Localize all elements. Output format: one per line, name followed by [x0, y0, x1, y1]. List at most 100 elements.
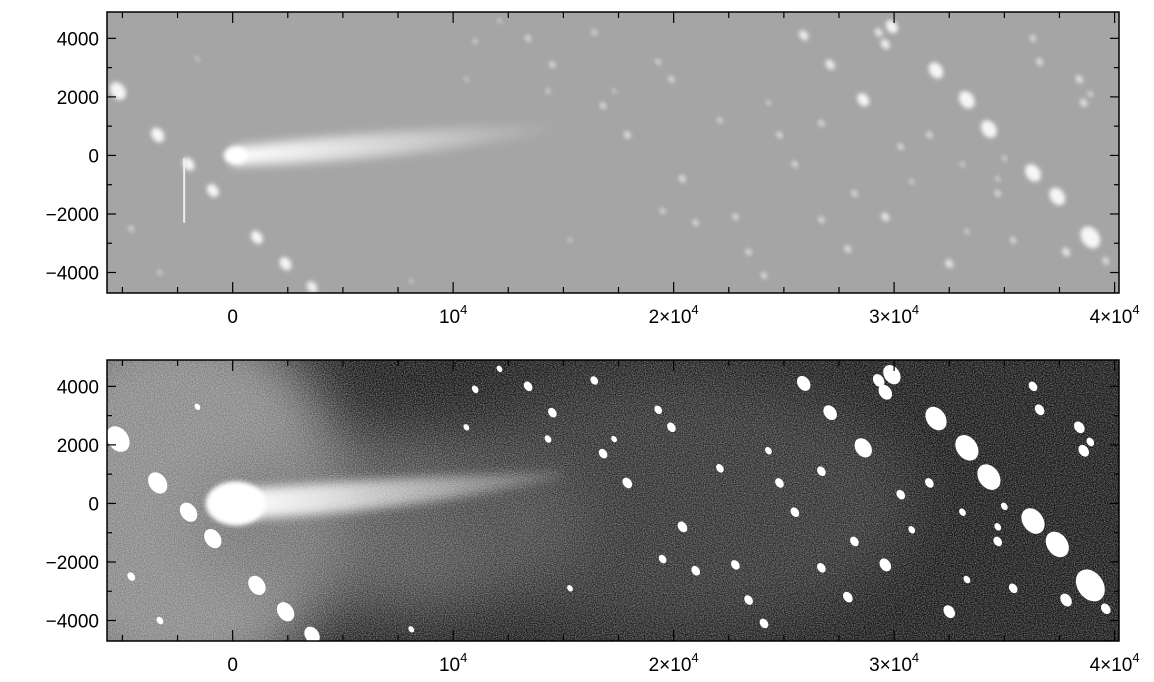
star [928, 62, 944, 79]
star [250, 230, 263, 244]
comet [223, 124, 564, 166]
star [692, 219, 699, 227]
star [1087, 91, 1093, 97]
star [306, 281, 318, 293]
star [472, 38, 478, 44]
star [717, 117, 723, 124]
x-tick-label: 0 [227, 307, 238, 328]
star [1102, 257, 1110, 265]
star [994, 190, 1001, 197]
star [844, 245, 852, 253]
y-tick-label: 4000 [57, 377, 99, 398]
y-tick-label: −4000 [46, 612, 99, 633]
plot-frame [106, 359, 1120, 642]
x-axis: 0 104 2×104 3×104 4×104 [121, 360, 1140, 676]
star [679, 175, 686, 183]
star [964, 228, 970, 235]
x-tick-label: 4×104 [1090, 650, 1140, 676]
star [464, 77, 469, 82]
star [110, 82, 126, 100]
x-tick-label: 3×104 [869, 650, 919, 676]
y-tick-label: 0 [88, 494, 99, 515]
y-tick-label: −4000 [46, 264, 99, 285]
star [766, 100, 771, 106]
star [545, 88, 551, 94]
star [591, 29, 597, 36]
star [945, 259, 954, 269]
star [825, 59, 835, 70]
x-tick-label: 2×104 [649, 650, 699, 676]
y-tick-label: −2000 [46, 205, 99, 226]
x-tick-label: 104 [439, 650, 467, 676]
star [568, 238, 572, 243]
x-tick-label: 104 [439, 302, 467, 328]
image-area [107, 12, 1119, 293]
y-tick-label: 2000 [57, 436, 99, 457]
star [612, 88, 617, 94]
star [776, 131, 783, 139]
image-area [107, 360, 1119, 641]
star [732, 213, 739, 221]
star [1010, 237, 1017, 244]
star-field [110, 18, 1110, 293]
star [525, 35, 532, 42]
star [279, 257, 292, 271]
x-tick-label: 4×104 [1090, 302, 1140, 328]
star [668, 76, 675, 83]
y-tick-label: 4000 [57, 29, 99, 50]
star [624, 131, 631, 139]
star [157, 269, 163, 276]
star [1030, 35, 1036, 42]
x-tick-label: 2×104 [649, 302, 699, 328]
star [874, 28, 883, 37]
plot-frame [106, 11, 1120, 294]
star [206, 184, 219, 198]
star [881, 212, 890, 222]
comet-tail [232, 124, 564, 166]
star [885, 20, 898, 34]
y-axis: 4000 2000 0 −2000 −4000 [46, 377, 1119, 633]
comet-nucleus [223, 146, 248, 165]
star [897, 143, 904, 150]
x-tick-label: 0 [227, 655, 238, 676]
panel-high-contrast-stretch: 4000 2000 0 −2000 −4000 0 104 2×104 3×104 4×104 [46, 359, 1140, 676]
star [182, 157, 195, 171]
star [1075, 75, 1083, 84]
star [745, 248, 752, 256]
star [960, 161, 965, 167]
star [1062, 247, 1071, 257]
star [958, 91, 975, 109]
x-axis: 0 104 2×104 3×104 4×104 [121, 12, 1140, 328]
star [659, 208, 666, 214]
star [995, 176, 1001, 182]
y-tick-label: −2000 [46, 553, 99, 574]
x-tick-label: 3×104 [869, 302, 919, 328]
star [1049, 187, 1066, 206]
star [1080, 226, 1101, 249]
star [981, 120, 997, 138]
star [909, 179, 915, 185]
star [818, 119, 825, 127]
star [195, 56, 200, 62]
star [1080, 98, 1088, 107]
star [791, 160, 798, 168]
star [926, 131, 933, 139]
star [1025, 164, 1041, 182]
star [1002, 155, 1007, 161]
star [600, 102, 607, 109]
star [549, 61, 556, 68]
panel-linear-stretch: 4000 2000 0 −2000 −4000 0 104 2×104 3×104 4×104 [46, 11, 1140, 328]
star [409, 279, 414, 284]
star [880, 39, 890, 50]
star [761, 272, 767, 279]
star [851, 190, 858, 197]
star [857, 93, 870, 107]
star [799, 30, 809, 41]
y-axis: 4000 2000 0 −2000 −4000 [46, 29, 1119, 285]
star [128, 225, 134, 232]
star [818, 216, 825, 224]
star [655, 58, 661, 65]
star [497, 18, 502, 23]
star [151, 127, 165, 143]
